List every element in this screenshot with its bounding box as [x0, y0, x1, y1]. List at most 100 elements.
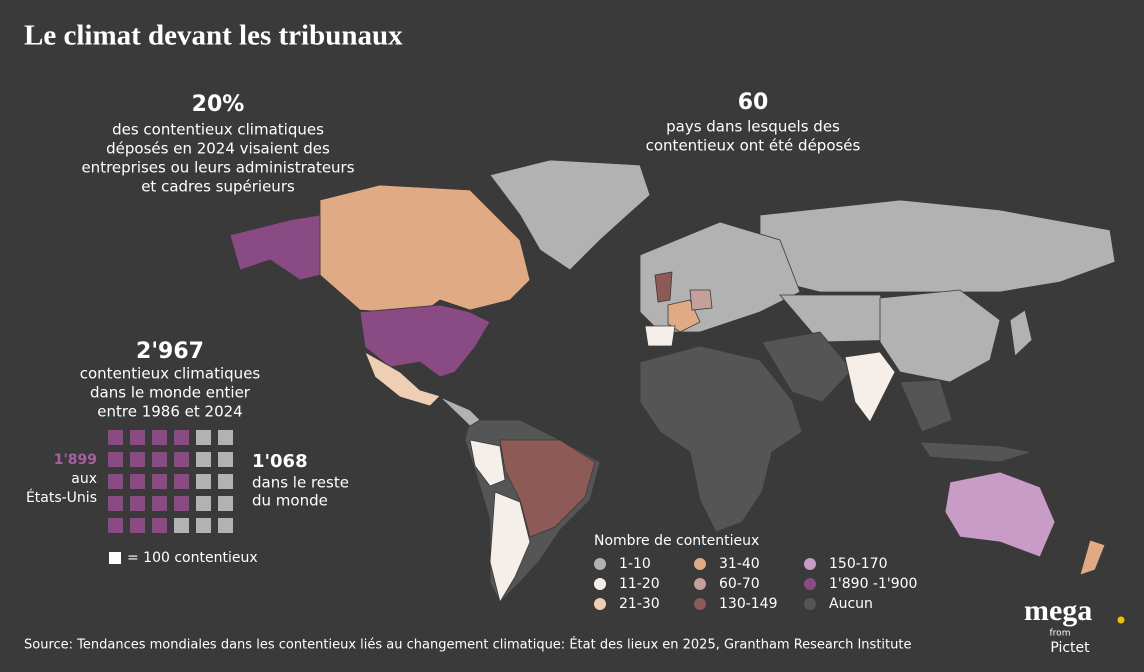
country [364, 351, 441, 407]
country [654, 271, 673, 303]
stat-line: entreprises ou leurs administrateurs [81, 159, 354, 177]
waffle-square [130, 430, 145, 445]
logo-name: mega [1024, 594, 1092, 627]
legend-swatch [804, 558, 816, 570]
stat-line: contentieux ont été déposés [646, 137, 861, 155]
waffle-square [130, 518, 145, 533]
waffle-square [152, 430, 167, 445]
waffle-square [130, 452, 145, 467]
rest-count: 1'068 [252, 451, 308, 472]
stat-value: 2'967 [136, 339, 204, 364]
waffle-square [218, 474, 233, 489]
waffle-square [196, 518, 211, 533]
legend-label: 150-170 [829, 556, 888, 572]
legend-swatch [694, 578, 706, 590]
waffle-square [196, 430, 211, 445]
country [899, 379, 953, 433]
legend-label: 21-30 [619, 596, 660, 612]
stat-line: des contentieux climatiques [112, 121, 324, 139]
waffle-square [152, 518, 167, 533]
country [439, 396, 481, 427]
title: Le climat devant les tribunaux [24, 20, 403, 52]
country [761, 331, 853, 403]
country [919, 441, 1033, 463]
legend-label: Aucun [829, 596, 873, 612]
waffle-square [218, 496, 233, 511]
stat-line: et cadres supérieurs [141, 178, 295, 196]
legend-label: 31-40 [719, 556, 760, 572]
stat-line: déposés en 2024 visaient des [106, 140, 330, 158]
legend-label: 11-20 [619, 576, 660, 592]
waffle-square [152, 452, 167, 467]
country [639, 345, 803, 533]
legend-label: 130-149 [719, 596, 778, 612]
legend-label: 60-70 [719, 576, 760, 592]
legend: Nombre de contentieux 1-10 11-20 21-30 31-4… [594, 533, 917, 612]
waffle-square [196, 474, 211, 489]
country [469, 439, 506, 487]
waffle-square [174, 496, 189, 511]
waffle-square [108, 496, 123, 511]
legend-label: 1'890 -1'900 [829, 576, 917, 592]
logo-from: from [1050, 629, 1071, 639]
us-label: aux [71, 471, 97, 487]
stat-line: dans le monde entier [90, 384, 251, 402]
waffle-square [196, 496, 211, 511]
legend-label: 1-10 [619, 556, 651, 572]
stat-line: contentieux climatiques [80, 365, 261, 383]
waffle-square [218, 430, 233, 445]
country [644, 325, 676, 347]
waffle-square [108, 452, 123, 467]
waffle-square [130, 496, 145, 511]
waffle-square [108, 518, 123, 533]
us-label: États-Unis [26, 489, 97, 506]
waffle-square [196, 452, 211, 467]
waffle-square [218, 452, 233, 467]
stat-value: 60 [738, 90, 769, 115]
waffle-square [218, 518, 233, 533]
legend-swatch [804, 598, 816, 610]
waffle-square [130, 474, 145, 489]
country [489, 159, 651, 271]
waffle-square [152, 496, 167, 511]
legend-swatch [694, 598, 706, 610]
logo-brand: Pictet [1050, 640, 1090, 656]
country [1079, 539, 1106, 576]
us-count: 1'899 [54, 452, 97, 468]
legend-swatch [694, 558, 706, 570]
country [944, 471, 1056, 558]
rest-label: du monde [252, 492, 328, 510]
legend-swatch [594, 578, 606, 590]
waffle-square [174, 518, 189, 533]
unit-label: = 100 contentieux [127, 550, 258, 566]
country [319, 184, 531, 316]
legend-title: Nombre de contentieux [594, 533, 759, 549]
stat-value: 20% [192, 92, 245, 117]
stat-line: pays dans lesquels des [666, 118, 840, 136]
country [1009, 309, 1033, 357]
logo: mega from Pictet [1024, 594, 1125, 656]
world-map [229, 159, 1116, 604]
logo-dot [1117, 616, 1125, 624]
waffle-square [152, 474, 167, 489]
country [879, 289, 1001, 383]
rest-label: dans le reste [252, 474, 349, 492]
waffle-square [108, 474, 123, 489]
source: Source: Tendances mondiales dans les con… [24, 637, 911, 653]
country [359, 304, 491, 378]
waffle-square [174, 430, 189, 445]
waffle-square [108, 430, 123, 445]
country [844, 351, 896, 423]
country [499, 439, 596, 538]
stat-line: entre 1986 et 2024 [97, 403, 242, 421]
country [689, 289, 713, 311]
country [489, 491, 531, 604]
legend-swatch [594, 558, 606, 570]
country [229, 214, 321, 281]
unit-square [109, 552, 121, 564]
legend-swatch [594, 598, 606, 610]
waffle-square [174, 452, 189, 467]
